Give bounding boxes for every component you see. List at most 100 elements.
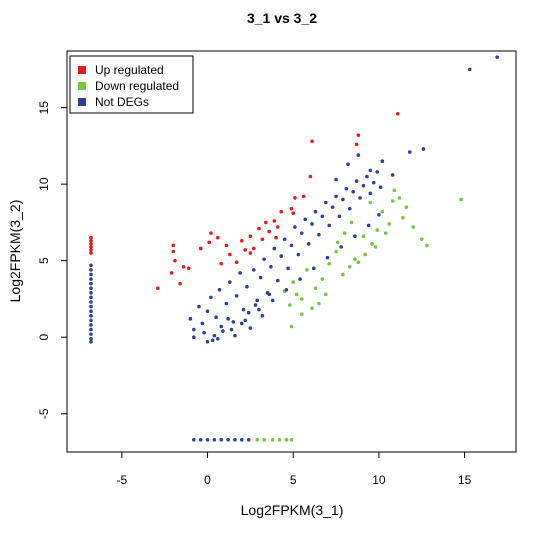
point-series-2 (89, 268, 93, 272)
point-series-2 (253, 303, 258, 307)
point-series-2 (214, 315, 218, 320)
point-series-2 (89, 327, 93, 332)
point-series-2 (238, 271, 242, 275)
x-tick-label-1: 0 (204, 473, 211, 487)
legend-swatch-0 (78, 66, 86, 74)
point-series-2 (368, 168, 373, 173)
point-series-1 (294, 292, 299, 297)
point-series-2 (323, 200, 328, 205)
x-tick-label-3: 10 (372, 473, 386, 487)
point-series-0 (89, 248, 93, 252)
point-series-2 (279, 254, 284, 258)
point-series-0 (178, 281, 182, 286)
point-series-2 (198, 437, 203, 442)
point-series-2 (246, 310, 251, 315)
point-series-2 (234, 294, 239, 298)
point-series-2 (89, 295, 93, 300)
point-series-2 (368, 191, 373, 196)
point-series-0 (181, 265, 186, 269)
point-series-2 (310, 222, 314, 226)
point-series-0 (234, 260, 239, 265)
point-series-0 (293, 196, 297, 200)
point-series-0 (156, 286, 160, 291)
point-series-0 (89, 242, 93, 246)
point-series-2 (188, 317, 193, 321)
point-series-1 (289, 437, 294, 442)
point-series-2 (241, 307, 246, 312)
point-series-2 (221, 329, 225, 333)
point-series-2 (226, 437, 230, 442)
point-series-1 (349, 220, 354, 225)
point-series-2 (89, 323, 93, 327)
point-series-2 (320, 214, 325, 219)
point-series-0 (279, 209, 284, 214)
point-series-2 (89, 277, 93, 281)
point-series-2 (495, 55, 499, 59)
point-series-1 (425, 243, 429, 248)
point-series-2 (219, 437, 224, 442)
point-series-2 (226, 317, 230, 321)
point-series-2 (298, 277, 302, 281)
point-series-2 (296, 252, 301, 257)
point-series-2 (337, 214, 342, 219)
point-series-2 (89, 300, 93, 304)
point-series-2 (89, 281, 93, 286)
y-tick-label-1: 0 (37, 334, 51, 341)
point-series-2 (311, 266, 316, 271)
point-series-2 (378, 185, 383, 190)
point-series-2 (89, 340, 93, 344)
point-series-2 (224, 301, 229, 306)
point-series-0 (272, 219, 277, 223)
point-series-2 (89, 263, 93, 268)
point-series-0 (301, 194, 306, 199)
point-series-0 (248, 251, 253, 255)
point-series-2 (212, 437, 217, 442)
point-series-2 (219, 324, 224, 329)
point-series-0 (169, 271, 174, 275)
data-points (89, 55, 499, 442)
point-series-1 (277, 437, 282, 442)
point-series-2 (240, 437, 244, 442)
point-series-0 (243, 248, 248, 252)
point-series-2 (380, 159, 385, 163)
y-tick-label-2: 5 (37, 257, 51, 264)
point-series-2 (205, 437, 210, 442)
point-series-0 (240, 238, 244, 243)
point-series-2 (325, 255, 330, 260)
point-series-1 (419, 237, 424, 242)
point-series-2 (209, 295, 213, 300)
point-series-1 (342, 231, 347, 235)
point-series-2 (257, 307, 261, 312)
point-series-2 (205, 309, 210, 313)
point-series-0 (289, 206, 294, 211)
point-series-1 (299, 297, 304, 301)
point-series-2 (353, 234, 357, 238)
point-series-1 (310, 306, 314, 310)
point-series-2 (89, 309, 93, 313)
point-series-2 (289, 243, 294, 248)
point-series-0 (89, 251, 93, 255)
point-series-1 (323, 292, 328, 297)
point-series-2 (346, 162, 350, 167)
point-series-2 (192, 327, 196, 332)
point-series-2 (89, 291, 93, 295)
point-series-0 (260, 237, 265, 242)
point-series-0 (171, 243, 176, 248)
point-series-1 (387, 222, 391, 226)
point-series-2 (216, 336, 220, 341)
point-series-2 (341, 197, 345, 202)
point-series-2 (205, 340, 210, 344)
point-series-2 (248, 326, 253, 330)
point-series-2 (231, 320, 236, 324)
point-series-2 (260, 313, 265, 318)
point-series-1 (289, 324, 294, 329)
point-series-1 (305, 268, 309, 272)
point-series-2 (245, 284, 249, 289)
point-series-2 (286, 266, 290, 271)
point-series-2 (255, 298, 260, 303)
point-series-0 (173, 258, 177, 263)
point-series-2 (421, 147, 426, 151)
point-series-1 (375, 228, 379, 232)
point-series-2 (390, 173, 395, 177)
point-series-2 (339, 245, 343, 249)
